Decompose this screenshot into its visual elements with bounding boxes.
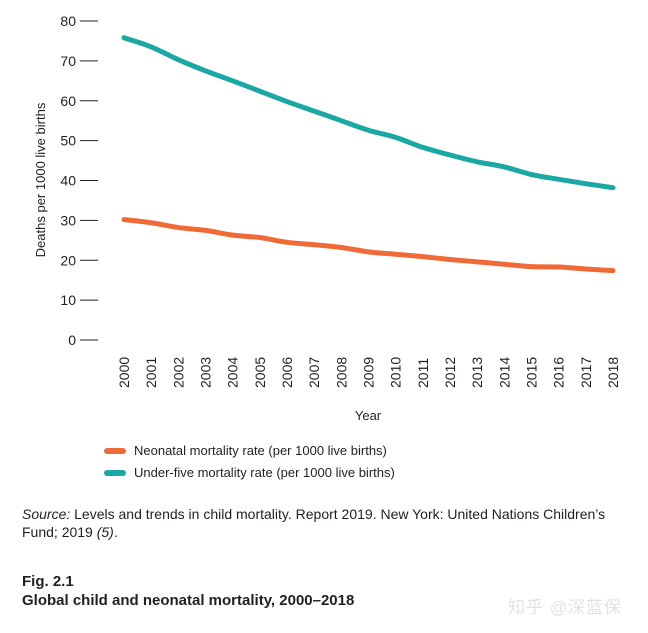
x-tick-label: 2010	[388, 357, 404, 388]
series-line-neonatal	[121, 217, 616, 274]
x-tick-label: 2006	[279, 357, 295, 388]
figure-title: Global child and neonatal mortality, 200…	[22, 592, 355, 609]
y-tick-label: 70	[60, 53, 76, 69]
legend-label-neonatal: Neonatal mortality rate (per 1000 live b…	[134, 443, 387, 458]
x-axis-title: Year	[355, 408, 382, 423]
x-tick-label: 2018	[605, 357, 621, 388]
watermark: 知乎 @深蓝保	[508, 598, 622, 617]
series-layer	[121, 35, 616, 274]
x-tick-label: 2015	[524, 357, 540, 388]
x-tick-label: 2003	[198, 357, 214, 388]
series-line-under-five	[121, 35, 616, 191]
legend-item-neonatal: Neonatal mortality rate (per 1000 live b…	[104, 440, 395, 462]
y-tick-label: 20	[60, 252, 76, 268]
source-reference: (5)	[96, 524, 114, 540]
x-tick-label: 2014	[496, 357, 512, 388]
legend: Neonatal mortality rate (per 1000 live b…	[104, 440, 395, 484]
x-tick-label: 2012	[442, 357, 458, 388]
x-tick-label: 2002	[170, 357, 186, 388]
figure-caption: Fig. 2.1 Global child and neonatal morta…	[22, 572, 354, 610]
y-tick-label: 60	[60, 93, 76, 109]
figure-number: Fig. 2.1	[22, 573, 74, 590]
x-tick-label: 2001	[143, 357, 159, 388]
y-tick-label: 10	[60, 292, 76, 308]
y-tick-label: 30	[60, 212, 76, 228]
x-tick-label: 2008	[333, 357, 349, 388]
source-label: Source:	[22, 506, 71, 522]
legend-swatch-neonatal	[104, 448, 126, 454]
y-tick-label: 0	[68, 332, 76, 348]
x-tick-label: 2005	[252, 357, 268, 388]
y-tick-label: 40	[60, 173, 76, 189]
legend-swatch-under-five	[104, 470, 126, 476]
source-note: Source: Levels and trends in child morta…	[22, 505, 642, 541]
y-tick-label: 50	[60, 133, 76, 149]
x-tick-label: 2016	[551, 357, 567, 388]
source-end: .	[113, 524, 118, 540]
y-axis-title: Deaths per 1000 live births	[33, 102, 48, 257]
x-tick-label: 2017	[578, 357, 594, 388]
x-tick-label: 2007	[306, 357, 322, 388]
legend-label-under-five: Under-five mortality rate (per 1000 live…	[134, 465, 395, 480]
x-tick-label: 2011	[415, 358, 431, 388]
x-tick-label: 2000	[116, 357, 132, 388]
x-axis: 2000 2001 2002 2003 2004 2005 2006 2007 2008 2009…	[116, 357, 621, 388]
x-tick-label: 2013	[469, 357, 485, 388]
y-tick-label: 80	[60, 13, 76, 29]
y-axis: 0 10 20 30 40 50 60 70 80	[60, 13, 98, 348]
x-tick-label: 2009	[361, 357, 377, 388]
x-tick-label: 2004	[225, 357, 241, 388]
source-text: Levels and trends in child mortality. Re…	[22, 506, 606, 540]
legend-item-under-five: Under-five mortality rate (per 1000 live…	[104, 462, 395, 484]
